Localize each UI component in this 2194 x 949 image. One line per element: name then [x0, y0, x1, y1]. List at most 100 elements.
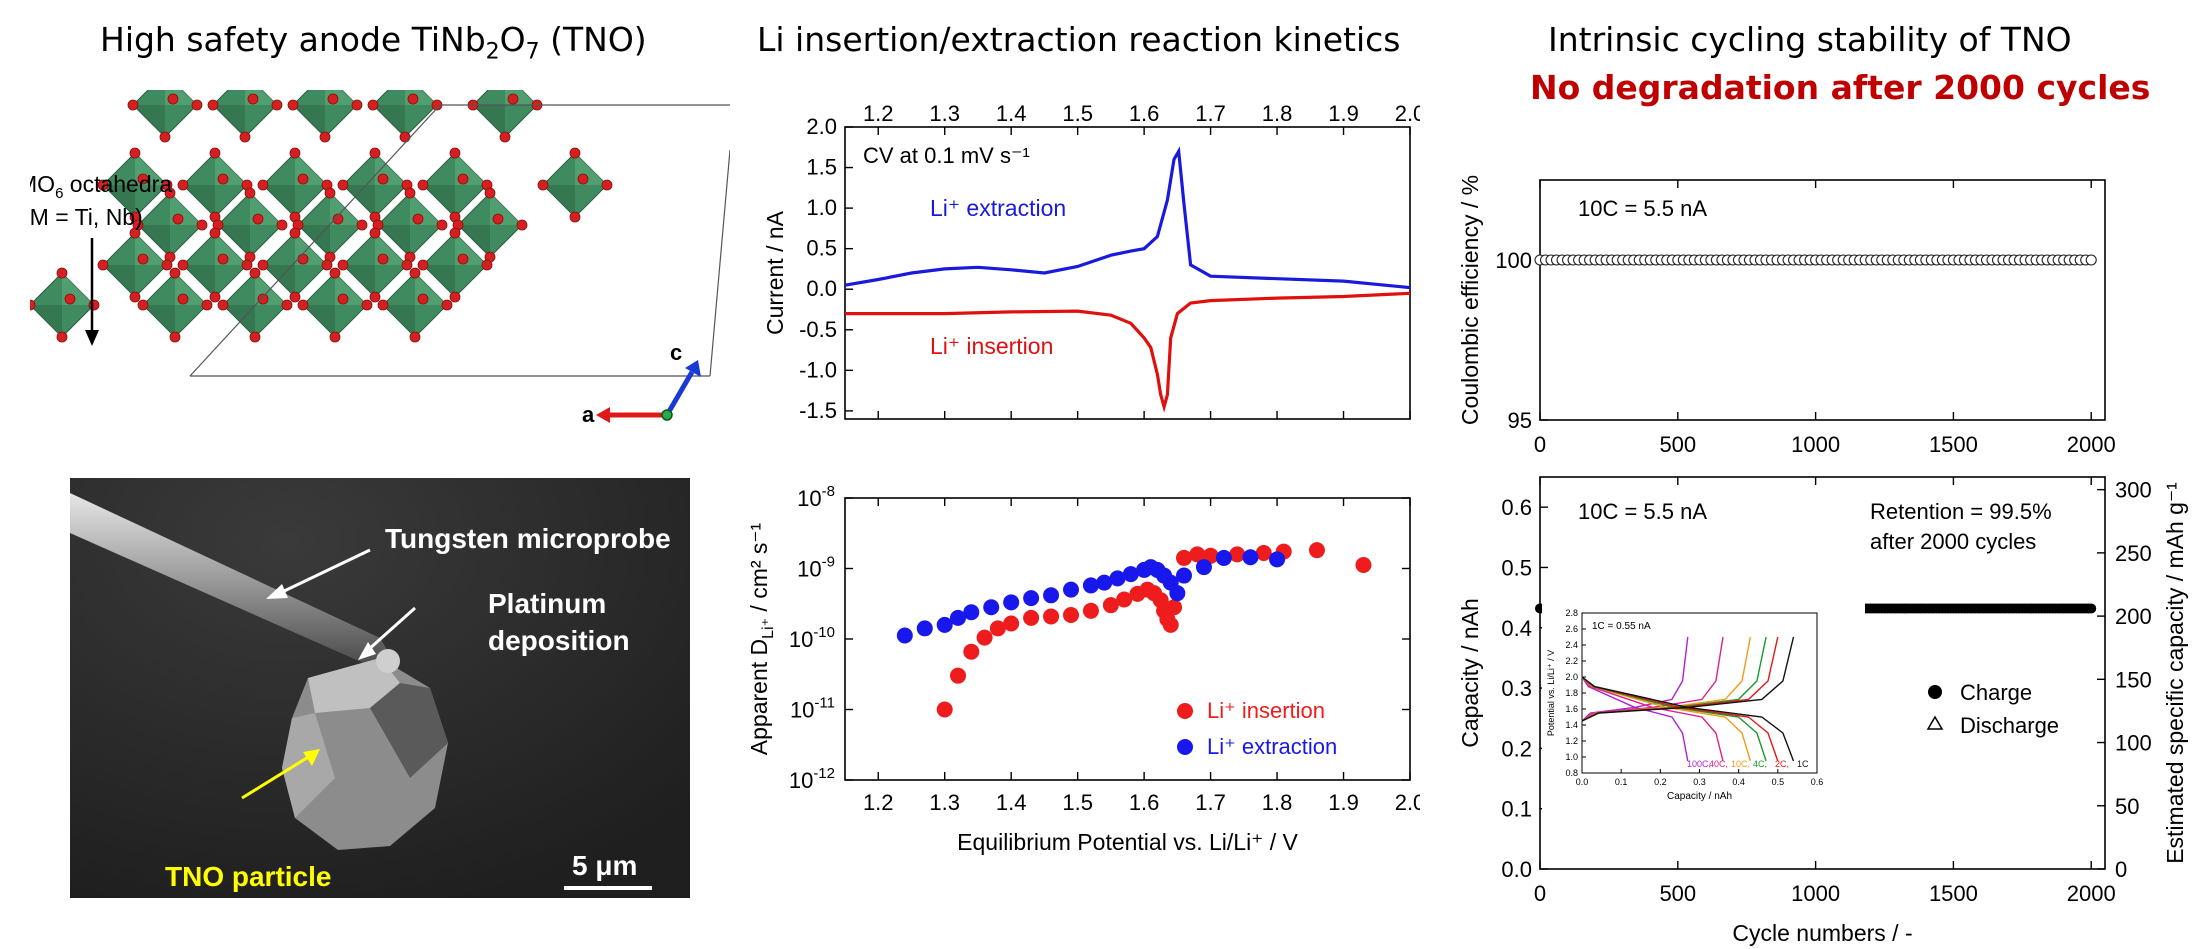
inset-y-tick-label: 2.6 [1565, 624, 1578, 634]
x-tick-label: 1500 [1929, 881, 1978, 906]
cv-annotation: CV at 0.1 mV s⁻¹ [863, 143, 1030, 168]
diffusion-point [1003, 615, 1020, 632]
oxygen-atom [249, 267, 261, 279]
x-tick-label: 1.7 [1195, 101, 1226, 126]
y-tick-label: 10-11 [790, 695, 835, 723]
oxygen-atom [137, 299, 149, 311]
legend-marker [1177, 739, 1193, 755]
oxygen-atom [417, 259, 429, 271]
x-tick-label: 1.3 [929, 101, 960, 126]
octahedron [97, 227, 173, 303]
oxygen-atom [281, 299, 293, 311]
diffusion-point [1255, 544, 1272, 561]
diffusion-point [896, 627, 913, 644]
y-tick-label: 0.5 [806, 236, 837, 261]
oxygen-atom [321, 259, 333, 271]
oxygen-atom [407, 93, 419, 105]
x-tick-label: 2.0 [1395, 790, 1420, 815]
diffusion-point [1043, 587, 1060, 604]
octahedron [367, 90, 443, 143]
inset-x-tick-label: 0.0 [1576, 777, 1589, 787]
oxygen-atom [377, 173, 389, 185]
inset-y-tick-label: 1.8 [1565, 688, 1578, 698]
diffusion-point [1023, 590, 1040, 607]
oxygen-atom [537, 179, 549, 191]
diffusion-point [963, 643, 980, 660]
oxygen-atom [209, 147, 221, 159]
y-tick-label: 0.4 [1501, 616, 1532, 641]
diffusion-point [950, 609, 966, 626]
cycling-subtitle: No degradation after 2000 cycles [1530, 68, 2151, 107]
plot-frame [844, 126, 1411, 420]
plot-frame [1539, 179, 2106, 421]
x-tick-label: 1.9 [1328, 101, 1359, 126]
ce-annotation: 10C = 5.5 nA [1578, 196, 1707, 221]
octahedron [537, 147, 613, 223]
inset-rate-curve [1581, 636, 1724, 722]
legend-discharge-label: Discharge [1960, 713, 2059, 738]
oxygen-atom [167, 93, 179, 105]
kinetics-title: Li insertion/extraction reaction kinetic… [757, 20, 1401, 59]
mo6-arrowhead [85, 330, 99, 346]
axis-c-label: c [670, 340, 682, 365]
right-y-tick-label: 0 [2115, 857, 2127, 882]
x-tick-label: 2.0 [1395, 101, 1420, 126]
oxygen-atom [297, 173, 309, 185]
deposition-label-2: deposition [488, 625, 630, 656]
diffusion-point [950, 667, 966, 684]
inset-x-tick-label: 0.5 [1772, 777, 1785, 787]
octahedron [257, 147, 333, 223]
oxygen-atom [516, 219, 528, 231]
inset-y-tick-label: 1.0 [1565, 752, 1578, 762]
oxygen-atom [369, 147, 381, 159]
oxygen-atom [377, 299, 389, 311]
oxygen-atom [361, 299, 373, 311]
oxygen-atom [137, 173, 149, 185]
axis-indicator: a c [582, 340, 701, 427]
oxygen-atom [404, 187, 416, 199]
oxygen-atom [159, 131, 171, 143]
x-tick-label: 1000 [1791, 432, 1840, 457]
x-tick-label: 1.3 [929, 790, 960, 815]
oxygen-atom [324, 187, 336, 199]
oxygen-atom [569, 147, 581, 159]
y-tick-label: 10-10 [789, 624, 835, 652]
x-tick-label: 1.8 [1262, 790, 1293, 815]
capacity-chart: 0 500 1000 1500 2000 0.0 0.1 0.2 0.3 0.4 0.5 0.6 0 50… [1457, 476, 2188, 946]
diffusion-point [1166, 599, 1183, 616]
inset-x-tick-label: 0.6 [1811, 777, 1824, 787]
oxygen-atom [297, 253, 309, 265]
cv-top-axis-label: Potential vs. Li/Li⁺ / V [1022, 95, 1233, 96]
oxygen-atom [137, 253, 149, 265]
y-tick-label: 0.0 [1501, 857, 1532, 882]
particle-label: TNO particle [165, 861, 331, 892]
inset-rate-label: 10C, [1731, 759, 1750, 769]
x-tick-label: 1.5 [1062, 790, 1093, 815]
oxygen-atom [507, 93, 519, 105]
oxygen-atom [252, 213, 264, 225]
inset-y-tick-label: 1.2 [1565, 736, 1578, 746]
inset-x-tick-label: 0.3 [1693, 777, 1706, 787]
oxygen-atom [217, 173, 229, 185]
retention-line-2: after 2000 cycles [1870, 529, 2036, 554]
x-tick-label: 1.9 [1328, 790, 1359, 815]
diffusion-chart: 1.2 1.3 1.4 1.5 1.6 1.7 1.8 1.9 2.0 10-12 10-11 10-… [746, 483, 1420, 855]
x-tick-label: 2000 [2067, 881, 2116, 906]
oxygen-atom [369, 227, 381, 239]
inset-rate-label: 40C, [1709, 759, 1728, 769]
oxygen-atom [329, 267, 341, 279]
diffusion-point [1116, 591, 1133, 608]
y-tick-label: 95 [1508, 408, 1532, 433]
inset-y-axis-label: Potential vs. Li/Li⁺ / V [1546, 650, 1556, 736]
x-tick-label: 2000 [2067, 432, 2116, 457]
oxygen-atom [129, 291, 141, 303]
oxygen-atom [337, 293, 349, 305]
diffusion-point [1003, 594, 1020, 611]
octahedron [417, 227, 493, 303]
octahedron [337, 147, 413, 223]
octahedron [177, 147, 253, 223]
oxygen-atom [97, 179, 109, 191]
inset-y-tick-label: 1.4 [1565, 720, 1578, 730]
diffusion-point [936, 701, 953, 718]
inset-rate-curve [1581, 676, 1689, 762]
